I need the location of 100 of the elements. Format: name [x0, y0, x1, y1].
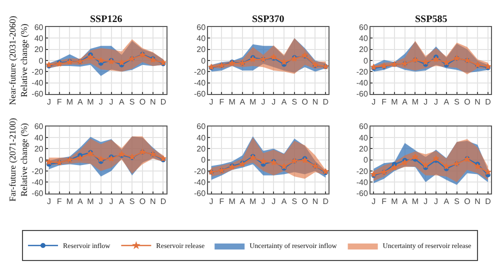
x-tick-label: S — [129, 98, 135, 107]
y-tick-label: 60 — [34, 22, 44, 32]
chart-title: SSP126 — [90, 14, 122, 25]
x-tick-label: A — [444, 196, 450, 206]
y-tick-label: -20 — [356, 67, 368, 76]
x-tick-label: D — [485, 196, 492, 206]
y-tick-label: 40 — [359, 34, 368, 43]
y-tick-label: 20 — [359, 45, 368, 54]
x-tick-label: N — [312, 98, 318, 107]
x-tick-label: O — [139, 98, 146, 107]
x-tick-label: S — [292, 196, 298, 206]
x-tick-label: F — [382, 196, 387, 206]
x-tick-label: J — [434, 196, 438, 206]
x-tick-label: J — [46, 98, 51, 107]
y-tick-label: 20 — [359, 144, 368, 154]
y-tick-label: -40 — [356, 178, 368, 187]
x-tick-label: O — [302, 98, 308, 107]
x-tick-label: O — [464, 98, 470, 107]
x-tick-label: J — [98, 98, 103, 107]
x-tick-label: O — [302, 196, 308, 206]
x-tick-label: J — [261, 196, 266, 206]
x-tick-label: O — [464, 196, 470, 206]
x-tick-label: A — [119, 196, 126, 206]
x-tick-label: D — [322, 98, 329, 107]
y-tick-label: 0 — [363, 56, 368, 66]
x-tick-label: S — [454, 196, 460, 206]
y-tick-label: 40 — [196, 34, 206, 43]
y-tick-label: 0 — [363, 156, 368, 165]
x-tick-label: A — [119, 98, 126, 107]
x-tick-label: F — [382, 98, 387, 107]
x-tick-label: M — [228, 196, 236, 206]
x-tick-label: J — [424, 196, 428, 206]
x-tick-label: D — [160, 196, 166, 206]
y-tick-label: 0 — [38, 56, 44, 66]
y-tick-label: -20 — [356, 166, 368, 176]
y-tick-label: 20 — [196, 144, 206, 154]
y-axis-title: Far-future (2071-2100) Relative change (%) — [7, 118, 30, 202]
y-tick-label: 40 — [34, 133, 44, 142]
y-tick-label: 20 — [34, 144, 44, 154]
x-tick-label: A — [281, 196, 288, 206]
x-tick-label: F — [56, 98, 62, 107]
y-axis-title: Near-future (2031-2060) Relative change (%) — [7, 16, 30, 105]
x-tick-label: M — [412, 98, 419, 107]
y-tick-label: -40 — [32, 78, 44, 88]
y-tick-label: 60 — [359, 22, 368, 32]
y-tick-label: 20 — [196, 45, 206, 54]
x-tick-label: N — [150, 196, 156, 206]
y-tick-label: -60 — [356, 189, 368, 198]
x-tick-label: D — [322, 196, 329, 206]
x-tick-label: A — [240, 196, 246, 206]
x-tick-label: M — [87, 98, 94, 107]
x-tick-label: J — [109, 196, 114, 206]
y-tick-label: 0 — [38, 156, 44, 165]
x-tick-label: A — [77, 98, 84, 107]
y-tick-label: -20 — [32, 67, 44, 76]
y-tick-label: 60 — [34, 122, 44, 132]
x-tick-label: J — [424, 98, 428, 107]
x-tick-label: N — [312, 196, 318, 206]
x-tick-label: M — [66, 98, 74, 107]
y-tick-label: -40 — [32, 178, 44, 187]
y-tick-label: -60 — [32, 90, 44, 99]
chart-title: SSP585 — [415, 14, 448, 25]
x-tick-label: A — [77, 196, 84, 206]
chart-title: SSP370 — [252, 14, 284, 25]
x-tick-label: M — [391, 196, 398, 206]
x-tick-label: S — [292, 98, 298, 107]
x-tick-label: N — [474, 98, 481, 107]
x-tick-label: J — [261, 98, 266, 107]
x-tick-label: J — [209, 196, 214, 206]
y-tick-label: -20 — [194, 67, 206, 76]
y-tick-label: -60 — [194, 189, 206, 198]
x-tick-label: J — [272, 196, 276, 206]
x-tick-label: A — [444, 98, 450, 107]
x-tick-label: A — [240, 98, 246, 107]
x-tick-label: M — [250, 196, 257, 206]
x-tick-label: M — [412, 196, 419, 206]
x-tick-label: M — [228, 98, 236, 107]
x-tick-label: J — [372, 98, 376, 107]
y-tick-label: 0 — [201, 156, 206, 165]
x-tick-label: M — [87, 196, 94, 206]
x-tick-label: N — [474, 196, 481, 206]
y-tick-label: -20 — [194, 166, 206, 176]
x-tick-label: J — [434, 98, 438, 107]
x-tick-label: M — [250, 98, 257, 107]
x-tick-label: A — [281, 98, 288, 107]
x-tick-label: F — [219, 196, 224, 206]
y-tick-label: 0 — [201, 56, 206, 66]
x-tick-label: J — [372, 196, 376, 206]
y-tick-label: -20 — [32, 166, 44, 176]
x-tick-label: M — [66, 196, 74, 206]
y-tick-label: 40 — [359, 133, 368, 142]
x-tick-label: O — [139, 196, 146, 206]
x-tick-label: A — [402, 98, 408, 107]
y-tick-label: -60 — [194, 90, 206, 99]
x-tick-label: D — [160, 98, 166, 107]
x-tick-label: J — [109, 98, 114, 107]
x-tick-label: N — [150, 98, 156, 107]
y-tick-label: 20 — [34, 45, 44, 54]
x-tick-label: F — [56, 196, 62, 206]
x-tick-label: M — [391, 98, 398, 107]
